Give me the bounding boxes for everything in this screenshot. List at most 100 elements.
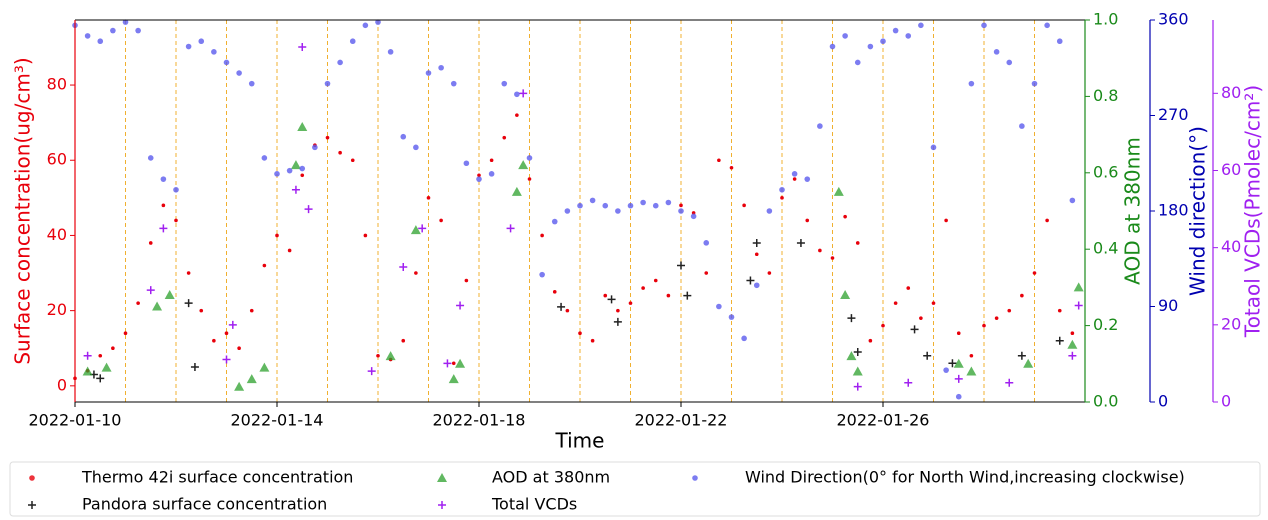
data-point bbox=[752, 238, 761, 247]
data-point bbox=[211, 49, 217, 55]
data-point bbox=[464, 278, 469, 283]
data-point bbox=[1055, 336, 1064, 345]
data-point bbox=[906, 286, 911, 290]
data-point bbox=[506, 224, 515, 233]
data-point bbox=[362, 22, 369, 29]
data-point bbox=[338, 150, 342, 155]
data-point bbox=[290, 160, 301, 170]
data-point bbox=[1032, 271, 1037, 275]
y2-tick-label: 1.0 bbox=[1093, 10, 1118, 29]
y3-tick-label: 270 bbox=[1158, 105, 1189, 124]
data-point bbox=[164, 290, 175, 300]
y3-tick-label: 180 bbox=[1158, 201, 1189, 220]
data-point bbox=[766, 208, 773, 214]
data-point bbox=[804, 176, 811, 182]
data-point bbox=[607, 295, 616, 304]
data-point bbox=[780, 196, 784, 200]
data-point bbox=[1007, 308, 1012, 313]
data-point bbox=[627, 202, 634, 209]
data-point bbox=[557, 302, 566, 311]
data-point bbox=[123, 331, 128, 335]
y-tick-label: 60 bbox=[47, 150, 67, 169]
data-point bbox=[616, 308, 620, 313]
data-point bbox=[511, 186, 522, 196]
data-point bbox=[652, 202, 659, 209]
data-point bbox=[414, 271, 418, 275]
legend-label: Thermo 42i surface concentration bbox=[81, 468, 353, 487]
data-point bbox=[944, 218, 948, 223]
data-point bbox=[223, 59, 230, 66]
data-point bbox=[97, 38, 104, 45]
data-point bbox=[148, 241, 153, 245]
data-point bbox=[589, 197, 596, 204]
data-point bbox=[1074, 301, 1083, 310]
data-point bbox=[425, 70, 432, 76]
data-point bbox=[716, 303, 722, 310]
data-point bbox=[1070, 331, 1075, 335]
data-point bbox=[994, 316, 999, 320]
data-point bbox=[488, 171, 495, 177]
data-point bbox=[212, 338, 216, 343]
data-point bbox=[854, 59, 861, 66]
legend-label: AOD at 380nm bbox=[492, 468, 610, 487]
data-point bbox=[304, 205, 313, 214]
data-point bbox=[953, 358, 964, 368]
data-point bbox=[829, 43, 836, 50]
data-point bbox=[742, 203, 746, 208]
data-point bbox=[83, 351, 92, 360]
y4-tick-label: 40 bbox=[1221, 237, 1241, 256]
data-point bbox=[275, 233, 279, 238]
y3-tick-label: 360 bbox=[1158, 10, 1189, 29]
data-point bbox=[817, 123, 823, 129]
data-point bbox=[855, 241, 860, 245]
data-point bbox=[146, 286, 155, 295]
data-point bbox=[410, 225, 421, 235]
data-point bbox=[683, 291, 692, 300]
data-point bbox=[910, 325, 919, 334]
data-point bbox=[539, 271, 545, 278]
data-point bbox=[190, 363, 199, 372]
data-point bbox=[704, 271, 709, 275]
data-point bbox=[96, 374, 105, 383]
legend-label: Total VCDs bbox=[491, 495, 577, 514]
y4-axis-title: Totaol VCDs(Pmolec/cm²) bbox=[1241, 85, 1265, 338]
data-point bbox=[159, 224, 168, 233]
data-point bbox=[930, 144, 937, 151]
data-point bbox=[249, 308, 254, 313]
y2-tick-label: 0.6 bbox=[1093, 162, 1118, 181]
legend-label: Pandora surface concentration bbox=[82, 495, 327, 514]
data-point bbox=[796, 238, 805, 247]
data-point bbox=[286, 167, 293, 174]
data-point bbox=[653, 278, 658, 283]
data-point bbox=[222, 355, 231, 364]
data-point bbox=[262, 263, 267, 268]
data-point bbox=[234, 381, 245, 391]
x-tick-label: 2022-01-22 bbox=[635, 411, 728, 430]
data-point bbox=[833, 186, 844, 196]
data-point bbox=[717, 158, 721, 163]
data-point bbox=[122, 19, 129, 25]
data-point bbox=[82, 366, 93, 376]
data-point bbox=[818, 248, 822, 253]
data-point bbox=[943, 367, 949, 373]
data-point bbox=[954, 374, 963, 383]
data-point bbox=[443, 359, 452, 368]
data-point bbox=[367, 367, 376, 376]
data-point bbox=[515, 113, 519, 117]
y4-tick-label: 0 bbox=[1221, 392, 1231, 411]
data-point bbox=[1073, 282, 1084, 292]
x-tick-label: 2022-01-10 bbox=[29, 411, 122, 430]
data-point bbox=[840, 290, 851, 300]
data-point bbox=[477, 173, 481, 178]
data-point bbox=[350, 158, 355, 163]
data-point bbox=[337, 59, 343, 66]
data-point bbox=[993, 49, 1000, 55]
data-point bbox=[274, 171, 280, 177]
data-point bbox=[152, 301, 163, 311]
data-point bbox=[968, 80, 975, 87]
data-point bbox=[1067, 339, 1078, 349]
data-point bbox=[905, 33, 912, 39]
data-point bbox=[400, 133, 407, 140]
data-point bbox=[966, 366, 977, 376]
